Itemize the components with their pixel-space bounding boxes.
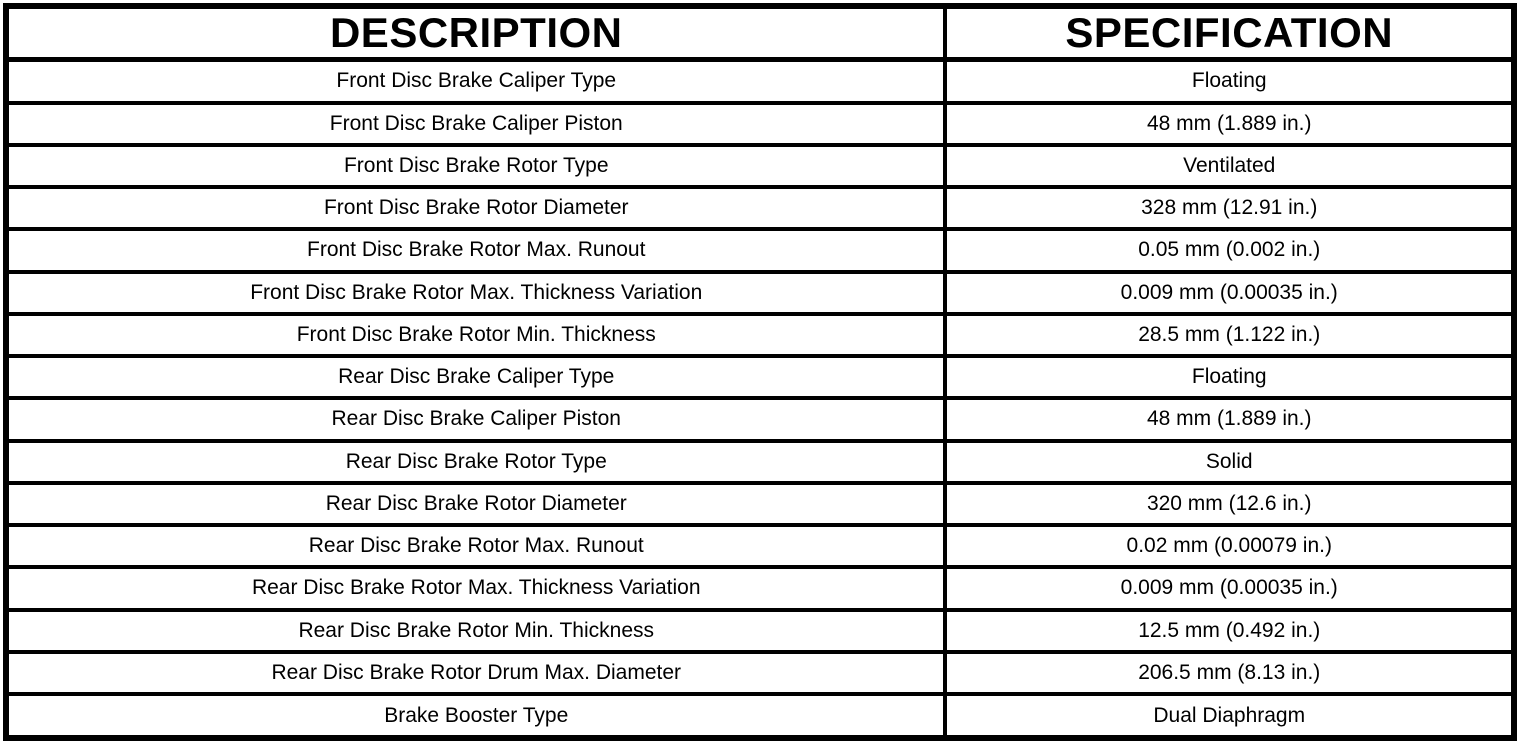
description-cell: Rear Disc Brake Rotor Max. Thickness Var…: [3, 565, 948, 612]
table-row: Rear Disc Brake Rotor Max. Runout 0.02 m…: [3, 523, 1516, 570]
table-row: Rear Disc Brake Rotor Max. Thickness Var…: [3, 565, 1516, 612]
table-row: Brake Booster Type Dual Diaphragm: [3, 692, 1516, 740]
table-row: Rear Disc Brake Caliper Type Floating: [3, 354, 1516, 401]
specification-cell: 28.5 mm (1.122 in.): [943, 311, 1516, 359]
table-row: Rear Disc Brake Rotor Min. Thickness 12.…: [3, 607, 1516, 654]
table-row: Rear Disc Brake Rotor Diameter 320 mm (1…: [3, 480, 1516, 528]
specification-cell: Dual Diaphragm: [943, 692, 1516, 740]
table-row: Front Disc Brake Rotor Max. Thickness Va…: [3, 269, 1516, 316]
specification-cell: 48 mm (1.889 in.): [943, 396, 1516, 443]
description-cell: Rear Disc Brake Rotor Type: [3, 438, 948, 485]
description-cell: Rear Disc Brake Rotor Max. Runout: [3, 523, 948, 570]
specification-cell: 206.5 mm (8.13 in.): [943, 649, 1516, 697]
description-cell: Front Disc Brake Rotor Max. Runout: [3, 227, 948, 274]
description-column-header: DESCRIPTION: [3, 4, 948, 62]
description-cell: Front Disc Brake Rotor Diameter: [3, 185, 948, 232]
description-cell: Front Disc Brake Rotor Min. Thickness: [3, 311, 948, 359]
description-cell: Front Disc Brake Caliper Piston: [3, 100, 948, 147]
specification-cell: 0.05 mm (0.002 in.): [943, 227, 1516, 274]
table-row: Rear Disc Brake Rotor Type Solid: [3, 438, 1516, 485]
spec-table-body: Front Disc Brake Caliper Type Floating F…: [3, 57, 1516, 740]
specification-cell: Floating: [943, 354, 1516, 401]
table-row: Front Disc Brake Caliper Piston 48 mm (1…: [3, 100, 1516, 147]
table-row: Rear Disc Brake Rotor Drum Max. Diameter…: [3, 649, 1516, 697]
table-row: Rear Disc Brake Caliper Piston 48 mm (1.…: [3, 396, 1516, 443]
spec-table-header: DESCRIPTION SPECIFICATION: [3, 4, 1516, 62]
description-cell: Front Disc Brake Caliper Type: [3, 57, 948, 105]
spec-table: DESCRIPTION SPECIFICATION Front Disc Bra…: [3, 3, 1517, 741]
table-row: Front Disc Brake Rotor Type Ventilated: [3, 142, 1516, 190]
specification-cell: 0.009 mm (0.00035 in.): [943, 565, 1516, 612]
table-row: Front Disc Brake Caliper Type Floating: [3, 57, 1516, 105]
description-cell: Rear Disc Brake Caliper Piston: [3, 396, 948, 443]
specification-cell: 48 mm (1.889 in.): [943, 100, 1516, 147]
specification-cell: Solid: [943, 438, 1516, 485]
table-row: Front Disc Brake Rotor Max. Runout 0.05 …: [3, 227, 1516, 274]
description-cell: Rear Disc Brake Rotor Min. Thickness: [3, 607, 948, 654]
specification-cell: 320 mm (12.6 in.): [943, 480, 1516, 528]
description-cell: Rear Disc Brake Rotor Diameter: [3, 480, 948, 528]
specification-cell: Ventilated: [943, 142, 1516, 190]
table-row: Front Disc Brake Rotor Diameter 328 mm (…: [3, 185, 1516, 232]
table-row: Front Disc Brake Rotor Min. Thickness 28…: [3, 311, 1516, 359]
description-cell: Front Disc Brake Rotor Max. Thickness Va…: [3, 269, 948, 316]
description-cell: Front Disc Brake Rotor Type: [3, 142, 948, 190]
header-row: DESCRIPTION SPECIFICATION: [3, 4, 1516, 62]
specification-cell: 0.02 mm (0.00079 in.): [943, 523, 1516, 570]
specification-column-header: SPECIFICATION: [943, 4, 1516, 62]
specification-cell: Floating: [943, 57, 1516, 105]
specification-cell: 328 mm (12.91 in.): [943, 185, 1516, 232]
description-cell: Rear Disc Brake Rotor Drum Max. Diameter: [3, 649, 948, 697]
specification-cell: 0.009 mm (0.00035 in.): [943, 269, 1516, 316]
description-cell: Rear Disc Brake Caliper Type: [3, 354, 948, 401]
specification-cell: 12.5 mm (0.492 in.): [943, 607, 1516, 654]
description-cell: Brake Booster Type: [3, 692, 948, 740]
